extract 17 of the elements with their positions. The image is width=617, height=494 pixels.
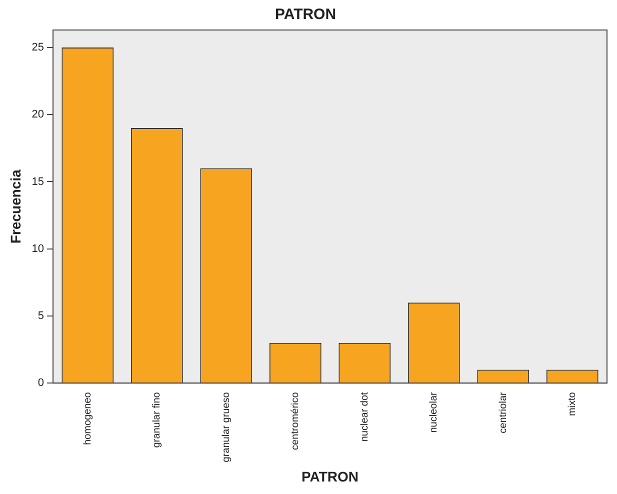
- y-tick-label: 0: [38, 377, 44, 390]
- x-tick-label: granular fino: [152, 392, 163, 448]
- x-tick-label: granular grueso: [220, 392, 232, 462]
- y-axis-title: Frecuencia: [7, 169, 24, 244]
- chart-title: PATRON: [274, 6, 336, 24]
- y-tick-label: 5: [38, 310, 44, 322]
- x-tick-label: centromérico: [290, 392, 302, 450]
- y-tick-label: 10: [32, 242, 44, 255]
- x-tick-label: mixto: [567, 392, 578, 416]
- y-tick-label: 25: [32, 41, 44, 54]
- x-axis-title: PATRON: [301, 468, 359, 484]
- x-tick-label: homogeneo: [82, 392, 94, 445]
- x-tick-label: nuclear dot: [359, 392, 370, 442]
- x-tick-label: centriolar: [498, 392, 509, 434]
- x-tick-label: nucleolar: [428, 392, 440, 433]
- y-tick-label: 15: [32, 176, 44, 188]
- y-tick-label: 20: [32, 108, 44, 121]
